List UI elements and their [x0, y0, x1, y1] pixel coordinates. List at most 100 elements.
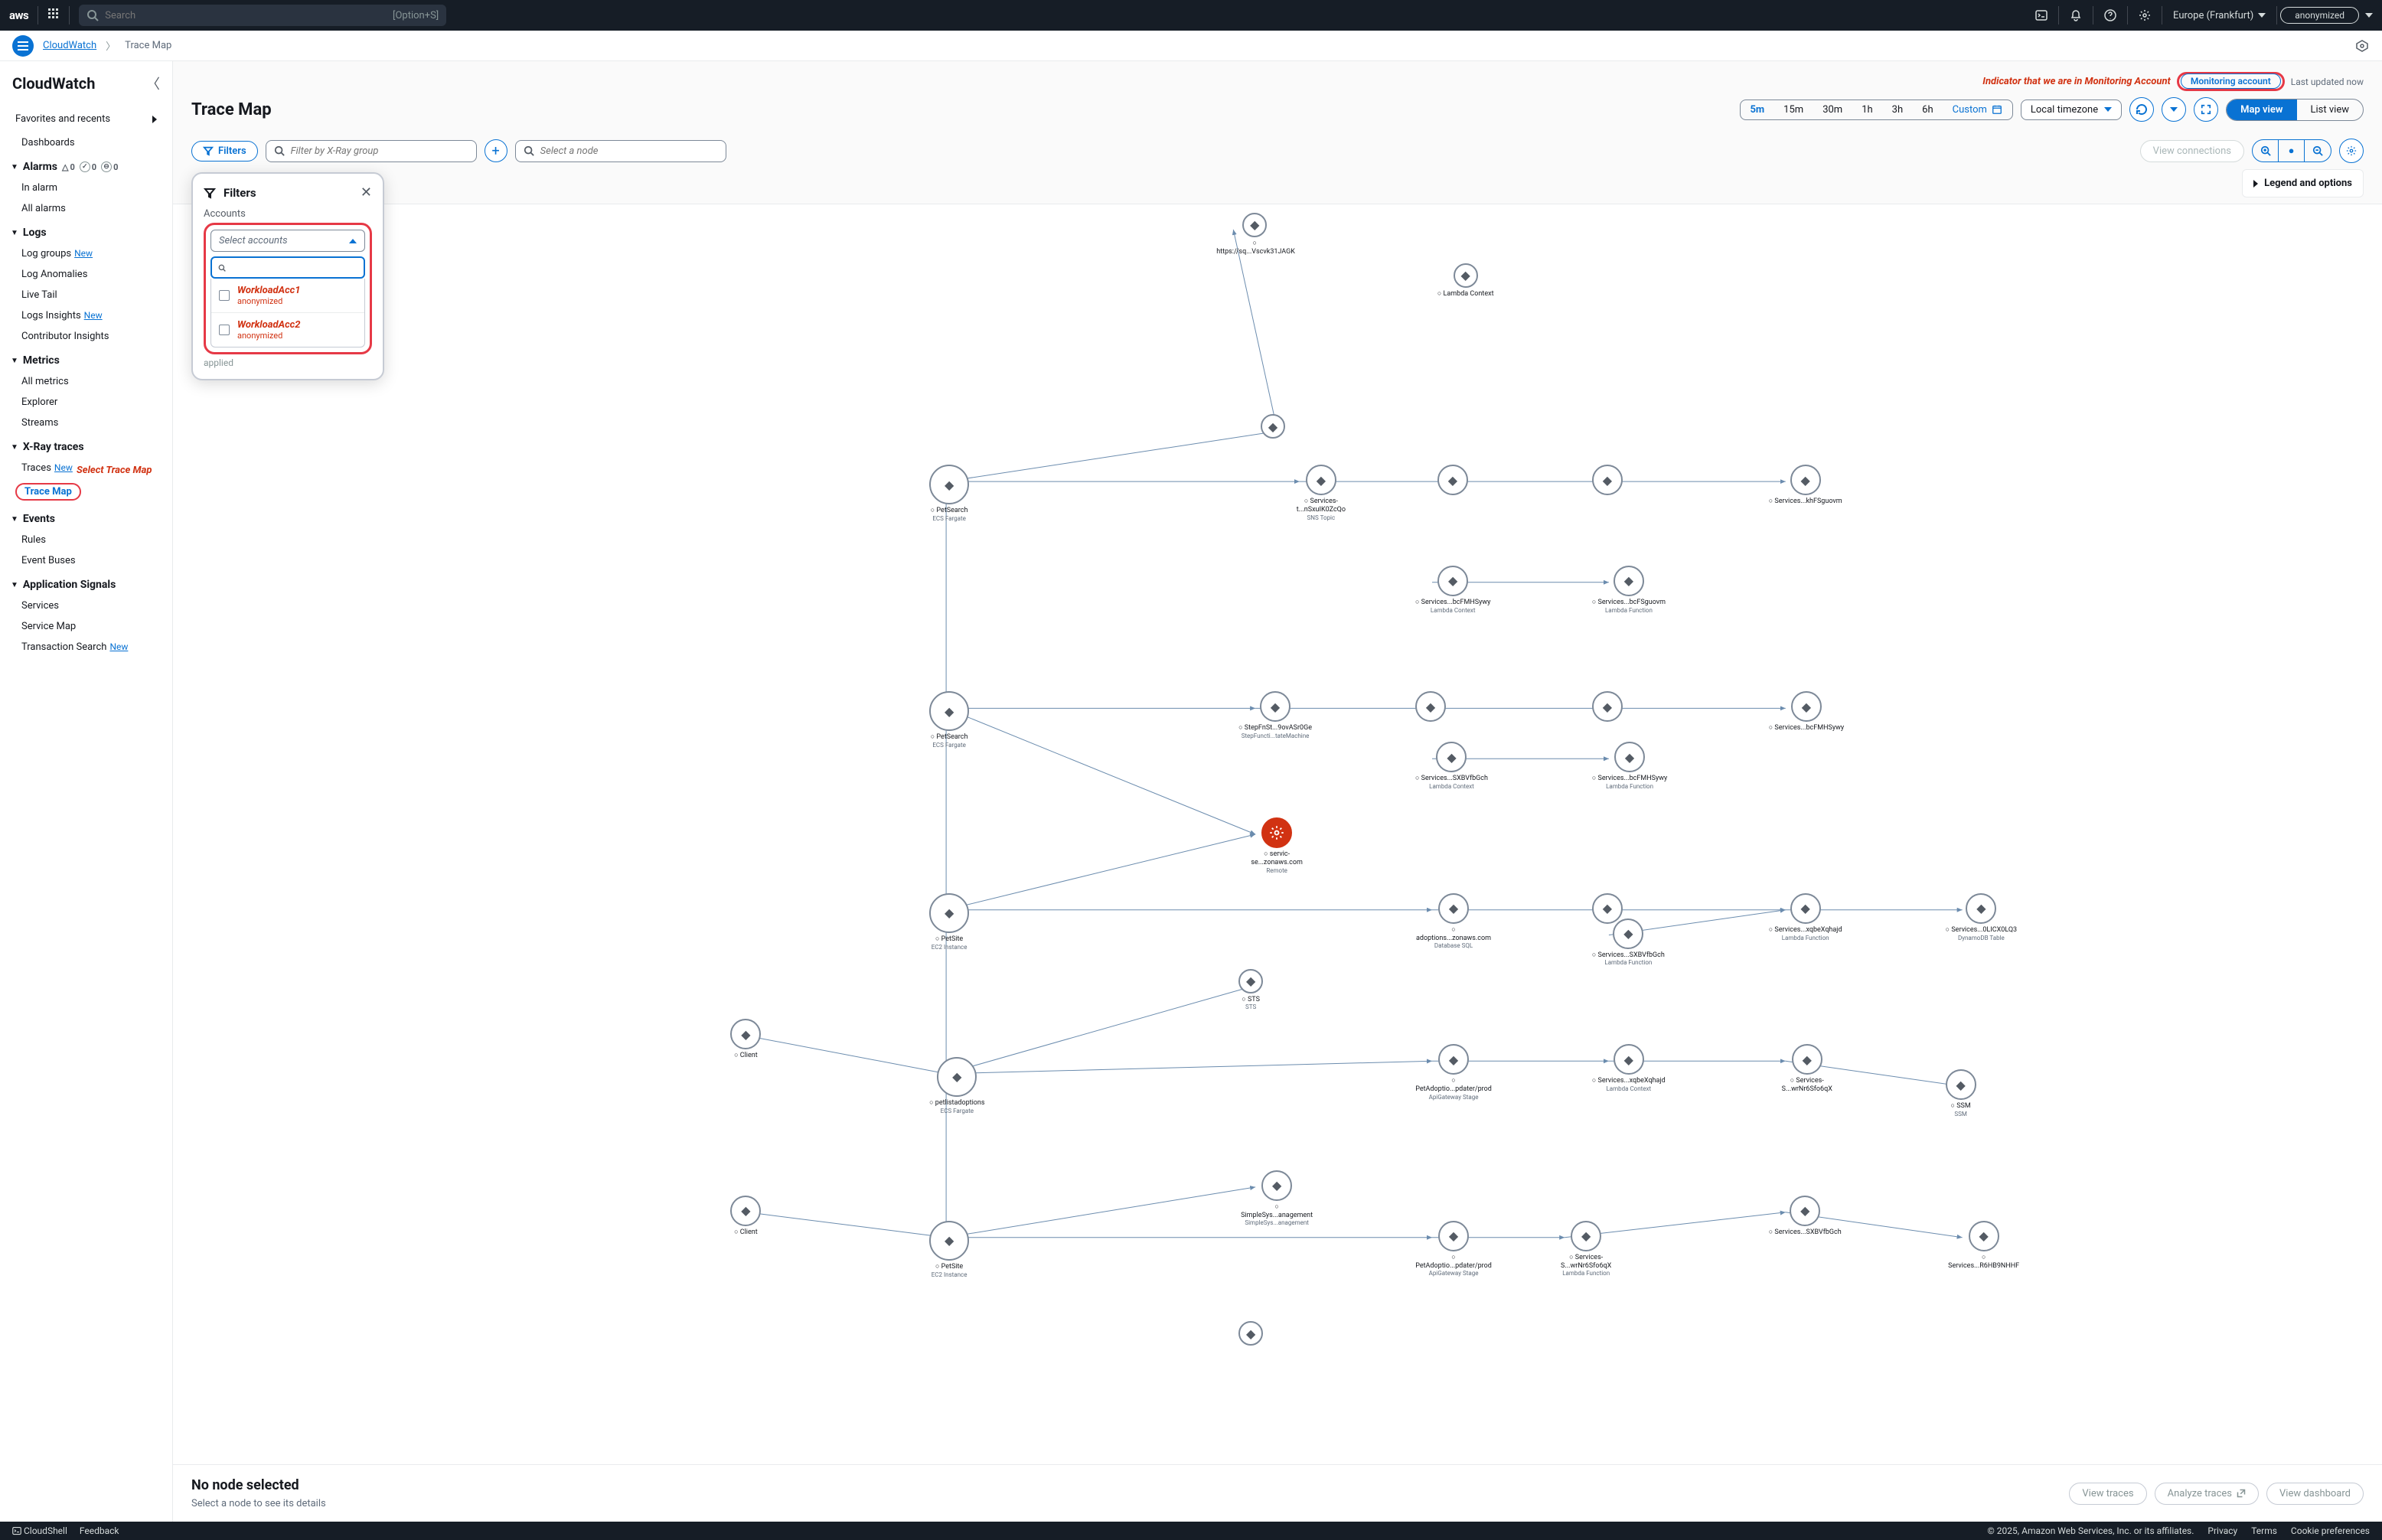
time-1h[interactable]: 1h	[1852, 100, 1882, 119]
map-node[interactable]: ○ servic-se...zonaws.comRemote	[1238, 817, 1315, 874]
clock-icon[interactable]	[2354, 38, 2370, 54]
map-node[interactable]: ◆○ Services...xqbeXqhajdLambda Function	[1769, 893, 1842, 941]
trace-map-canvas[interactable]: ◆○ https://sq...Vscvk31JAGK ◆○ Lambda Con…	[173, 204, 2382, 1464]
map-node[interactable]: ◆	[1437, 465, 1468, 495]
time-15m[interactable]: 15m	[1774, 100, 1813, 119]
filters-button[interactable]: Filters	[191, 141, 258, 162]
map-node[interactable]: ◆	[1592, 691, 1623, 722]
time-custom[interactable]: Custom	[1943, 100, 2012, 119]
map-node[interactable]: ◆○ PetSiteEC2 Instance	[929, 893, 969, 951]
time-6h[interactable]: 6h	[1913, 100, 1943, 119]
time-3h[interactable]: 3h	[1883, 100, 1913, 119]
refresh-options-button[interactable]	[2162, 97, 2186, 122]
map-node[interactable]: ◆○ Services-S...wrNr6Sfo6qXLambda Functi…	[1548, 1221, 1624, 1277]
sidebar-item-service-map[interactable]: Service Map	[0, 616, 172, 637]
node-search-input[interactable]	[540, 145, 718, 157]
favorites-section[interactable]: Favorites and recents	[0, 106, 172, 132]
sidebar-item-in-alarm[interactable]: In alarm	[0, 178, 172, 198]
map-node[interactable]: ◆○ SSMSSM	[1946, 1069, 1976, 1117]
map-node[interactable]: ◆○ Services...SXBVfbGch	[1769, 1196, 1842, 1237]
list-view-button[interactable]: List view	[2297, 100, 2363, 120]
map-node[interactable]: ◆○ SimpleSys...anagementSimpleSys...anag…	[1238, 1170, 1315, 1227]
sidebar-section-alarms[interactable]: ▼Alarms △0 ✓0 ⊖0	[0, 153, 172, 178]
sidebar-item-log-anomalies[interactable]: Log Anomalies	[0, 264, 172, 285]
sidebar-toggle[interactable]	[12, 35, 34, 57]
legend-toggle[interactable]: Legend and options	[2242, 169, 2364, 197]
account-option-2[interactable]: WorkloadAcc2 anonymized	[211, 313, 364, 347]
fullscreen-button[interactable]	[2194, 97, 2218, 122]
sidebar-item-trace-map[interactable]: Trace Map	[15, 483, 81, 501]
sidebar-item-explorer[interactable]: Explorer	[0, 392, 172, 413]
time-30m[interactable]: 30m	[1813, 100, 1852, 119]
map-node[interactable]: ◆○ adoptions...zonaws.comDatabase SQL	[1415, 893, 1492, 950]
map-node[interactable]: ◆○ Services...bcFMHSywyLambda Context	[1415, 566, 1490, 614]
map-node[interactable]: ◆○ Lambda Context	[1437, 263, 1494, 299]
cloudshell-icon[interactable]	[2028, 2, 2055, 29]
sidebar-section-logs[interactable]: ▼Logs	[0, 219, 172, 243]
footer-privacy[interactable]: Privacy	[2207, 1525, 2237, 1536]
sidebar-item-tx-search[interactable]: Transaction SearchNew	[0, 637, 172, 657]
map-node[interactable]: ◆○ Client	[730, 1019, 761, 1060]
map-node[interactable]: ◆○ StepFnSt...9ovASr0GeStepFuncti...tate…	[1238, 691, 1312, 739]
node-search[interactable]	[515, 140, 726, 162]
map-view-button[interactable]: Map view	[2227, 100, 2296, 120]
refresh-button[interactable]	[2129, 97, 2154, 122]
breadcrumb-link[interactable]: CloudWatch	[43, 40, 96, 51]
accounts-search-input[interactable]	[230, 262, 357, 273]
map-node[interactable]: ◆○ Client	[730, 1196, 761, 1237]
timezone-select[interactable]: Local timezone	[2021, 100, 2122, 120]
map-node[interactable]: ◆○ PetAdoptio...pdater/prodApiGateway St…	[1415, 1044, 1492, 1101]
footer-cloudshell[interactable]: CloudShell	[12, 1525, 67, 1536]
sidebar-item-logs-insights[interactable]: Logs InsightsNew	[0, 305, 172, 326]
map-node[interactable]: ◆○ Services...bcFMHSywyLambda Function	[1592, 742, 1667, 790]
map-node[interactable]: ◆	[1261, 414, 1285, 439]
sidebar-section-xray[interactable]: ▼X-Ray traces	[0, 433, 172, 458]
checkbox[interactable]	[219, 290, 230, 301]
help-icon[interactable]	[2096, 2, 2124, 29]
map-node[interactable]: ◆○ petlistadoptionsECS Fargate	[929, 1057, 984, 1114]
sidebar-section-metrics[interactable]: ▼Metrics	[0, 347, 172, 371]
search-input[interactable]	[105, 10, 387, 21]
map-node[interactable]: ◆○ Services...bcFSguovmLambda Function	[1592, 566, 1666, 614]
sidebar-item-all-metrics[interactable]: All metrics	[0, 371, 172, 392]
sidebar-item-rules[interactable]: Rules	[0, 530, 172, 550]
map-node[interactable]: ◆○ Services...0LICX0LQ3DynamoDB Table	[1946, 893, 2017, 941]
map-node[interactable]: ◆	[1415, 691, 1446, 722]
sidebar-item-services[interactable]: Services	[0, 595, 172, 616]
checkbox[interactable]	[219, 325, 230, 335]
account-menu[interactable]: anonymized	[2280, 7, 2373, 24]
notifications-icon[interactable]	[2062, 2, 2090, 29]
accounts-select[interactable]: Select accounts	[210, 230, 365, 252]
map-node[interactable]: ◆○ Services...bcFMHSywy	[1769, 691, 1844, 732]
map-node[interactable]: ◆○ Services...khFSguovm	[1769, 465, 1842, 506]
popover-close-button[interactable]: ✕	[361, 184, 372, 201]
time-5m[interactable]: 5m	[1741, 100, 1774, 119]
zoom-fit-button[interactable]: ●	[2279, 140, 2305, 162]
settings-icon[interactable]	[2131, 2, 2158, 29]
sidebar-section-events[interactable]: ▼Events	[0, 505, 172, 530]
map-node[interactable]: ◆○ PetSearchECS Fargate	[929, 465, 969, 522]
sidebar-item-live-tail[interactable]: Live Tail	[0, 285, 172, 305]
sidebar-item-log-groups[interactable]: Log groupsNew	[0, 243, 172, 264]
map-node[interactable]: ◆○ PetAdoptio...pdater/prodApiGateway St…	[1415, 1221, 1492, 1277]
map-node[interactable]: ◆○ PetSiteEC2 Instance	[929, 1221, 969, 1278]
map-node[interactable]: ◆○ Services...SXBVfbGchLambda Function	[1592, 918, 1665, 967]
map-node[interactable]: ◆○ PetSearchECS Fargate	[929, 691, 969, 749]
zoom-out-button[interactable]	[2305, 140, 2331, 162]
region-selector[interactable]: Europe (Frankfurt)	[2165, 10, 2273, 21]
accounts-search[interactable]	[210, 256, 365, 279]
map-node[interactable]: ◆	[1238, 1321, 1263, 1346]
footer-feedback[interactable]: Feedback	[80, 1525, 119, 1536]
map-node[interactable]: ◆	[1592, 465, 1623, 495]
footer-cookies[interactable]: Cookie preferences	[2291, 1525, 2370, 1536]
map-node[interactable]: ◆○ STSSTS	[1238, 969, 1263, 1011]
services-grid-icon[interactable]	[47, 8, 60, 23]
map-node[interactable]: ◆○ https://sq...Vscvk31JAGK	[1216, 213, 1293, 256]
zoom-in-button[interactable]	[2253, 140, 2279, 162]
map-settings-button[interactable]	[2339, 139, 2364, 163]
sidebar-item-streams[interactable]: Streams	[0, 413, 172, 433]
xray-filter-input[interactable]	[291, 145, 468, 157]
sidebar-item-contributor[interactable]: Contributor Insights	[0, 326, 172, 347]
sidebar-item-event-buses[interactable]: Event Buses	[0, 550, 172, 571]
map-node[interactable]: ◆○ Services-t...nSxuIK0ZcQoSNS Topic	[1283, 465, 1359, 521]
